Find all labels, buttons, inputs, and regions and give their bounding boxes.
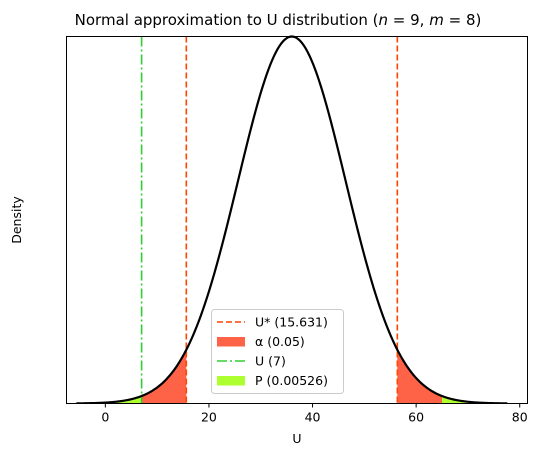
x-axis-ticks: 0 20 40 60 80: [101, 403, 528, 425]
legend-label: U* (15.631): [255, 315, 328, 330]
x-tick-label: 20: [201, 410, 217, 425]
legend-swatch: [217, 337, 245, 347]
legend-swatch: [217, 376, 245, 386]
legend-label: α (0.05): [255, 334, 305, 349]
legend-item: U (7): [217, 354, 286, 369]
x-tick-label: 60: [408, 410, 424, 425]
p-region-lower: [76, 396, 142, 404]
alpha-region-lower: [76, 349, 187, 404]
plot-frame: [66, 36, 528, 404]
x-tick-label: 40: [305, 410, 321, 425]
y-axis-label: Density: [9, 196, 24, 244]
legend-item: P (0.00526): [217, 373, 328, 388]
shaded-regions: [76, 349, 508, 404]
alpha-region-upper: [397, 349, 508, 404]
chart-title: Normal approximation to U distribution (…: [75, 11, 482, 29]
legend-item: α (0.05): [217, 334, 305, 349]
legend-label: U (7): [255, 354, 286, 369]
x-axis-label: U: [292, 431, 301, 446]
reference-lines: [140, 36, 399, 404]
p-region-upper: [442, 396, 508, 404]
x-tick-label: 80: [512, 410, 528, 425]
legend-box: [211, 309, 344, 394]
legend-label: P (0.00526): [255, 373, 328, 388]
x-tick-label: 0: [101, 410, 109, 425]
legend-item: U* (15.631): [217, 315, 328, 330]
legend: U* (15.631) α (0.05) U (7) P (0.00526): [211, 309, 344, 394]
